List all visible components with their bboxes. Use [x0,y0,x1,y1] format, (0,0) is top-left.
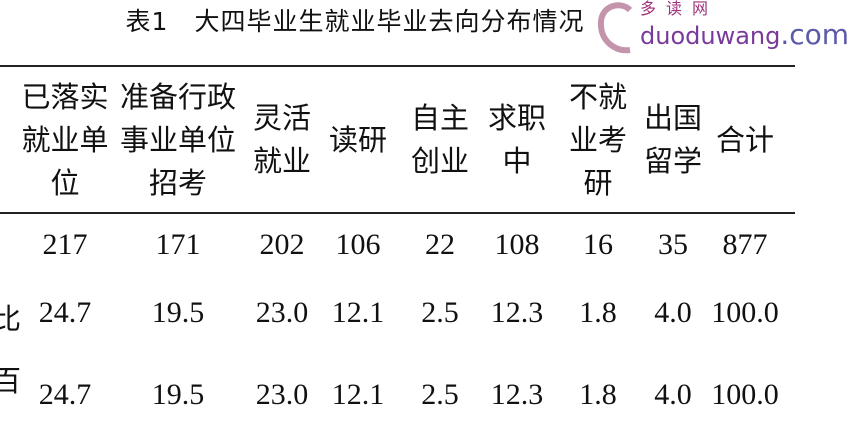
table-cell: 202 [259,228,305,261]
column-header-line: 就业单 [21,122,109,157]
table-cell: 35 [658,228,688,261]
column-header-line: 就业 [252,144,312,178]
row-label: 比 [0,302,22,336]
table-cell: 106 [335,228,381,261]
column-header-line: 创业 [410,144,470,178]
table-cell: 2.5 [421,296,459,329]
top-rule [0,65,795,67]
table-cell: 1.8 [579,296,617,329]
table-cell: 12.1 [331,378,385,411]
table-cell: 22 [425,228,455,261]
table-cell: 4.0 [654,296,692,329]
column-header-line: 位 [50,165,80,200]
column-header-line: 留学 [643,144,703,178]
table-cell: 23.0 [255,296,309,329]
table-cell: 19.5 [151,296,205,329]
table-cell: 2.5 [421,378,459,411]
header-rule [0,212,795,214]
table-cell: 100.0 [711,378,779,411]
column-header-line: 业考 [568,122,628,157]
column-header-line: 事业单位 [119,122,237,157]
column-header: 准备行政事业单位招考 [120,76,236,205]
table-cell: 877 [722,228,768,261]
table-cell: 217 [42,228,88,261]
table-cell: 4.0 [654,378,692,411]
table-cell: 100.0 [711,296,779,329]
table-cell: 108 [494,228,540,261]
column-header-line: 研 [583,165,613,200]
table-cell: 1.8 [579,378,617,411]
table-cell: 24.7 [38,378,92,411]
table-cell: 12.1 [331,296,385,329]
table-cell: 23.0 [255,378,309,411]
column-header-line: 自主 [410,101,470,135]
column-header: 出国 留学 [644,97,702,183]
column-header-line: 合计 [715,122,775,157]
column-header: 读研 [329,119,387,162]
column-header: 求职中 [488,97,546,183]
table-cell: 24.7 [38,296,92,329]
watermark-swirl-icon [597,2,633,54]
column-header-line: 求职 [487,101,547,135]
column-header-line: 已落实 [21,79,109,114]
table-cell: 12.3 [490,378,544,411]
table-cell: 16 [583,228,613,261]
column-header-line: 灵活 [252,101,312,135]
column-header-line: 招考 [148,165,208,200]
table-title: 表1 大四毕业生就业毕业去向分布情况 [125,7,585,36]
table-cell: 19.5 [151,378,205,411]
column-header: 合计 [716,119,774,162]
column-header: 不就 业考研 [569,76,627,205]
column-header-line: 出国 [643,101,703,135]
column-header: 灵活 就业 [253,97,311,183]
column-header: 自主 创业 [411,97,469,183]
watermark-logo: 多读网 duoduwang.com [596,0,854,60]
column-header-line: 不就 [568,79,628,114]
column-header-line: 准备行政 [119,79,237,114]
column-header-line: 中 [502,144,532,178]
table-cell: 171 [155,228,201,261]
column-header-line: 读研 [328,122,388,157]
column-header: 已落实 就业单位 [21,76,108,205]
table-cell: 12.3 [490,296,544,329]
row-label: 百 [0,364,22,398]
